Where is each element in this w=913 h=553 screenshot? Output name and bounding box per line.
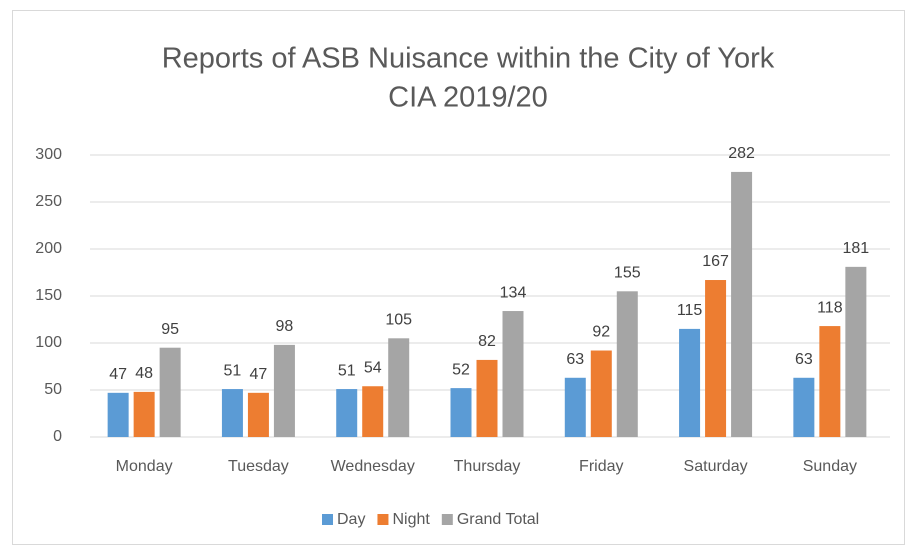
x-tick-label: Sunday: [803, 458, 857, 475]
bar: [705, 280, 727, 437]
x-tick-label: Tuesday: [228, 458, 289, 475]
value-label: 82: [478, 333, 496, 350]
x-tick-label: Friday: [579, 458, 623, 475]
bar: [159, 347, 181, 437]
value-label: 47: [109, 366, 127, 383]
bar: [731, 171, 753, 438]
bar: [845, 266, 867, 437]
bar: [450, 388, 472, 437]
y-tick-label: 150: [35, 287, 62, 304]
value-label: 48: [135, 365, 153, 382]
bar: [564, 377, 586, 437]
bar: [336, 389, 358, 437]
x-tick-label: Monday: [116, 458, 173, 475]
legend-label: Night: [392, 511, 430, 528]
value-label: 92: [592, 324, 610, 341]
x-tick-label: Thursday: [454, 458, 521, 475]
legend-label: Grand Total: [457, 511, 539, 528]
value-label: 181: [843, 240, 870, 257]
bar: [247, 392, 269, 437]
bar: [590, 350, 612, 437]
bar: [107, 392, 129, 437]
value-label: 98: [276, 318, 294, 335]
chart-title: Reports of ASB Nuisance within the City …: [162, 43, 775, 75]
y-tick-label: 100: [35, 334, 62, 351]
legend-label: Day: [337, 511, 365, 528]
bar: [502, 311, 524, 437]
value-label: 134: [500, 284, 527, 301]
value-label: 51: [338, 362, 356, 379]
value-label: 105: [385, 312, 412, 329]
value-label: 118: [817, 299, 843, 316]
chart-title: CIA 2019/20: [388, 82, 548, 114]
y-tick-label: 250: [35, 193, 62, 210]
value-label: 51: [224, 362, 242, 379]
value-label: 63: [795, 351, 813, 368]
bar: [476, 359, 498, 437]
y-tick-label: 50: [44, 381, 62, 398]
bar: [362, 386, 384, 437]
value-label: 47: [250, 366, 268, 383]
value-label: 282: [728, 145, 755, 162]
bar: [388, 338, 410, 437]
bar: [616, 291, 638, 437]
bar: [793, 377, 815, 437]
bar: [679, 328, 701, 437]
y-tick-label: 0: [53, 428, 62, 445]
bar: [133, 391, 155, 437]
value-label: 54: [364, 359, 382, 376]
y-tick-label: 200: [35, 240, 62, 257]
bar: [819, 326, 841, 437]
value-label: 95: [161, 321, 179, 338]
value-label: 63: [566, 351, 584, 368]
value-label: 155: [614, 265, 641, 282]
y-tick-label: 300: [35, 146, 62, 163]
bar: [273, 344, 295, 437]
value-label: 115: [677, 302, 703, 319]
chart-border: [12, 10, 905, 545]
value-label: 167: [702, 253, 729, 270]
x-tick-label: Saturday: [684, 458, 748, 475]
x-tick-label: Wednesday: [331, 458, 415, 475]
legend-swatch: [322, 514, 333, 525]
legend-swatch: [441, 514, 453, 525]
value-label: 52: [452, 361, 470, 378]
legend-swatch: [377, 514, 389, 525]
bar: [221, 389, 243, 437]
